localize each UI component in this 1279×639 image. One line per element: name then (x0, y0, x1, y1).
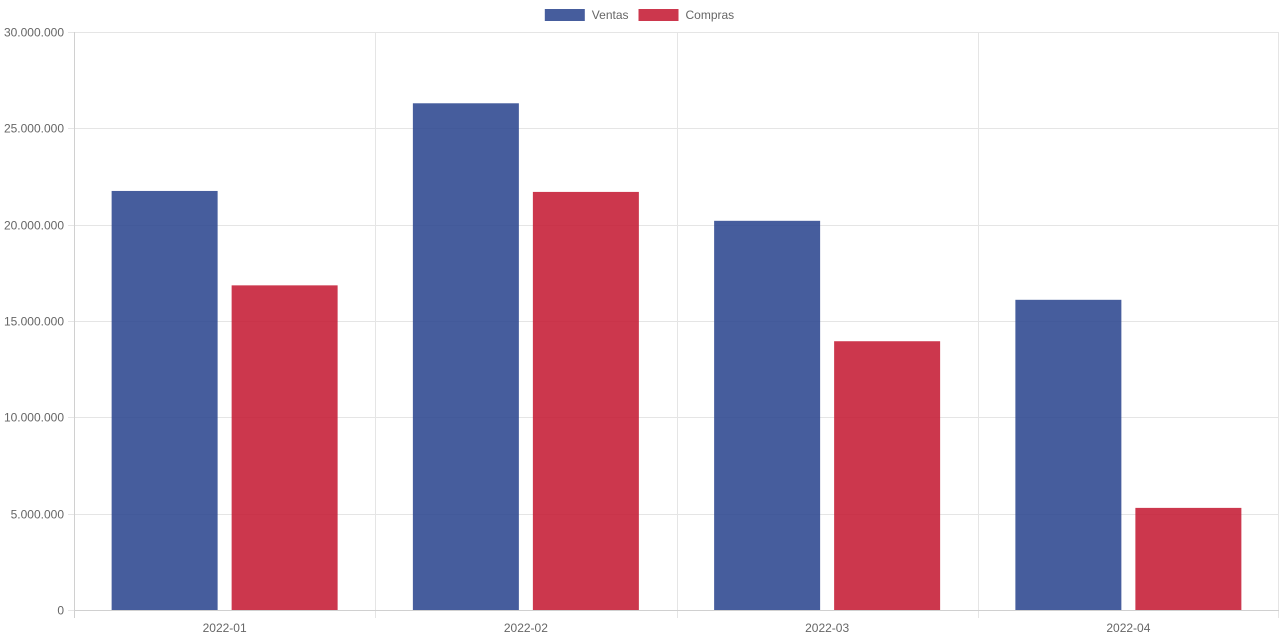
x-axis-ticks: 2022-01 2022-02 2022-03 2022-04 (203, 621, 1151, 635)
x-tick-label: 2022-03 (805, 621, 849, 635)
bar-ventas-2022-04 (1015, 299, 1122, 610)
axes (74, 32, 1279, 618)
x-tick-label: 2022-01 (203, 621, 247, 635)
bar-ventas-2022-03 (714, 220, 821, 610)
x-tick-label: 2022-04 (1106, 621, 1150, 635)
y-tick-label: 30.000.000 (4, 26, 64, 40)
bars (111, 103, 1242, 610)
bar-ventas-2022-01 (111, 190, 218, 610)
legend-label: Ventas (592, 8, 629, 22)
x-tick-label: 2022-02 (504, 621, 548, 635)
legend: Ventas Compras (544, 8, 735, 22)
bar-compras-2022-02 (532, 191, 639, 610)
bar-compras-2022-01 (231, 285, 338, 610)
bar-compras-2022-03 (834, 341, 941, 610)
y-tick-label: 5.000.000 (11, 508, 65, 522)
legend-swatch (544, 9, 585, 21)
y-tick-label: 15.000.000 (4, 315, 64, 329)
bar-ventas-2022-02 (412, 103, 519, 610)
y-tick-label: 20.000.000 (4, 219, 64, 233)
y-tick-label: 0 (57, 604, 64, 618)
y-axis-ticks: 0 5.000.000 10.000.000 15.000.000 20.000.000… (4, 26, 74, 618)
y-tick-label: 25.000.000 (4, 122, 64, 136)
y-tick-label: 10.000.000 (4, 411, 64, 425)
legend-swatch (638, 9, 679, 21)
legend-item-ventas: Ventas (544, 8, 629, 22)
legend-item-compras: Compras (638, 8, 735, 22)
legend-label: Compras (686, 8, 735, 22)
bar-compras-2022-04 (1135, 507, 1242, 610)
